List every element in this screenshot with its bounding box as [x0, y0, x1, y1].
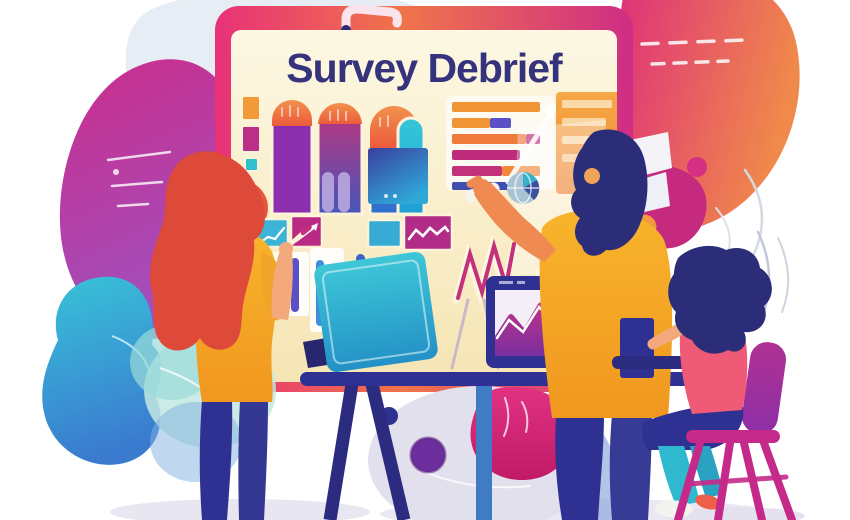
- table-leg: [365, 382, 411, 520]
- table-leg-blue: [476, 386, 492, 520]
- bottom-left-teal-blob: [42, 276, 162, 465]
- left-blob-lines: [106, 150, 172, 208]
- woman-leg: [199, 400, 233, 520]
- magenta-dot: [687, 157, 707, 177]
- top-right-dashes: [640, 38, 746, 66]
- seated-woman-group: [612, 245, 796, 520]
- purple-circle: [411, 438, 445, 472]
- woman-hair: [149, 151, 266, 351]
- coral-shoe: [695, 494, 721, 510]
- stool-backrest: [741, 342, 787, 434]
- teal-laptop: [303, 252, 438, 372]
- under-table-magenta-blob: [470, 387, 573, 481]
- white-sneaker: [655, 500, 693, 518]
- magenta-stool: [674, 430, 796, 520]
- man-hair-beard: [571, 129, 648, 256]
- presenter-standing-woman: [149, 151, 312, 520]
- table-leg: [323, 382, 359, 520]
- seated-hand: [647, 338, 659, 350]
- standing-man: [464, 129, 673, 520]
- woman-hand: [279, 242, 293, 256]
- man-arm: [474, 182, 556, 262]
- pie-globe: [507, 171, 540, 204]
- horizontal-bar-chart: [446, 96, 558, 190]
- board-clip-handle: [341, 4, 402, 36]
- trend-arrow: [505, 102, 558, 185]
- seated-hair: [668, 245, 772, 354]
- man-ear: [584, 168, 600, 184]
- pointer-pen-tip: [300, 225, 312, 236]
- color-swatches: [241, 95, 261, 172]
- man-leg: [609, 412, 652, 520]
- man-finger: [466, 175, 483, 188]
- woman-forearm: [271, 250, 293, 320]
- man-leg: [555, 414, 604, 520]
- blue-panel: [368, 148, 428, 204]
- board-title: Survey Debrief: [286, 45, 563, 91]
- woman-leg: [238, 400, 268, 520]
- arch-column-chart: [270, 98, 426, 216]
